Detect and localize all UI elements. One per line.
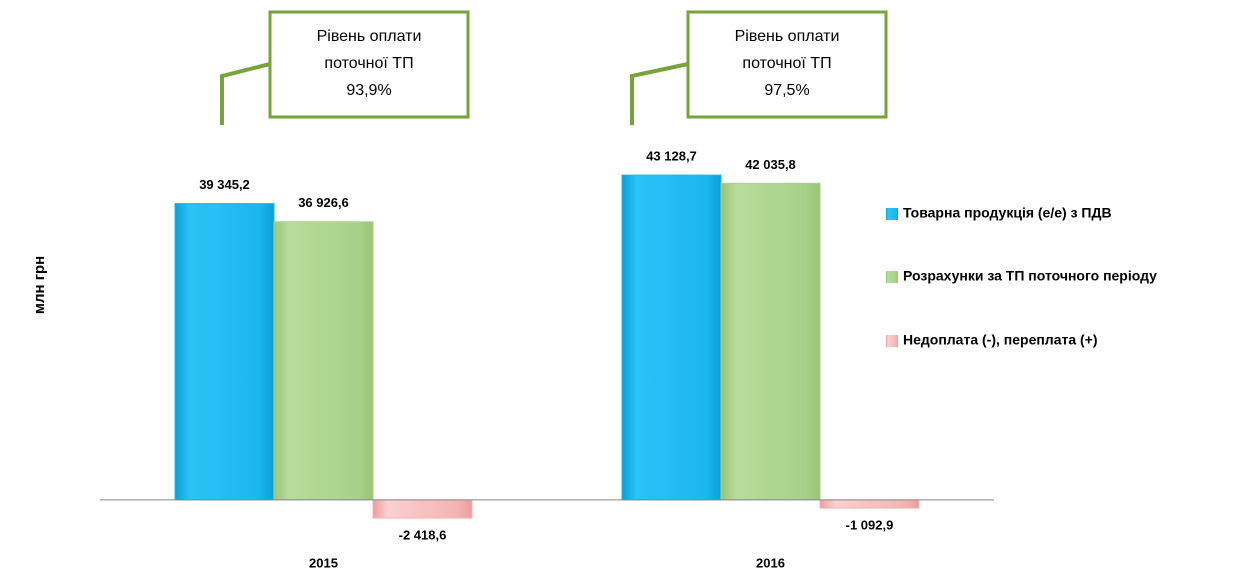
- callout-box: [268, 10, 470, 119]
- legend-label: Товарна продукція (е/е) з ПДВ: [903, 205, 1112, 221]
- bar: [174, 203, 275, 501]
- callout: Рівень оплати поточної ТП 93,9%: [220, 10, 470, 125]
- callout-box: [686, 10, 888, 119]
- bar: [819, 499, 920, 509]
- callout-text: поточної ТП: [742, 55, 831, 72]
- value-label: 36 926,6: [298, 195, 349, 210]
- value-label: 42 035,8: [745, 157, 796, 172]
- value-label: 39 345,2: [199, 177, 250, 192]
- legend-swatch: [886, 208, 898, 220]
- value-label: -1 092,9: [846, 518, 894, 533]
- callout-text: Рівень оплати: [735, 28, 840, 45]
- callout-text: 97,5%: [764, 82, 809, 99]
- x-tick-label: 2015: [309, 555, 338, 570]
- value-label: -2 418,6: [399, 528, 447, 543]
- x-tick-label: 2016: [756, 555, 785, 570]
- y-axis-label: млн грн: [31, 256, 48, 314]
- bar: [720, 182, 821, 501]
- legend-label: Недоплата (-), переплата (+): [903, 332, 1098, 348]
- callout-connector: [630, 62, 689, 125]
- bar: [273, 221, 374, 501]
- legend-swatch: [886, 335, 898, 347]
- callout-text: Рівень оплати: [317, 28, 422, 45]
- legend-label: Розрахунки за ТП поточного періоду: [903, 268, 1157, 284]
- bar: [621, 174, 722, 501]
- callout-text: 93,9%: [346, 82, 391, 99]
- callout-text: поточної ТП: [324, 55, 413, 72]
- callout-connector: [220, 62, 271, 125]
- legend-swatch: [886, 271, 898, 283]
- bar: [372, 499, 473, 519]
- callout: Рівень оплати поточної ТП 97,5%: [630, 10, 888, 125]
- value-label: 43 128,7: [646, 149, 697, 164]
